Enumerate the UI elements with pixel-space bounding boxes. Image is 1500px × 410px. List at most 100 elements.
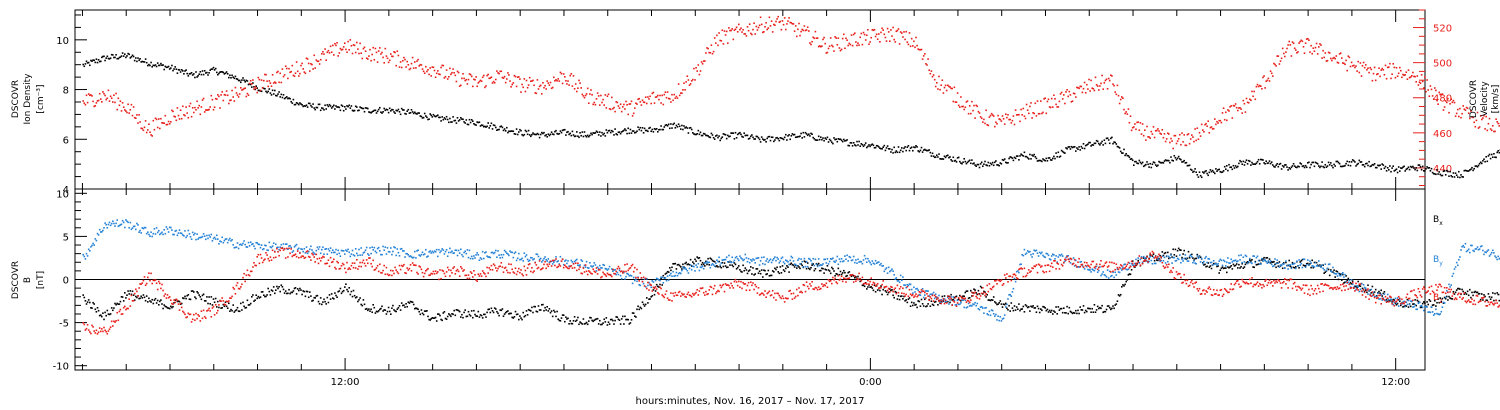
velocity-point	[624, 108, 626, 110]
velocity-point	[1077, 87, 1079, 89]
velocity-point	[676, 97, 679, 99]
density-ylabel-line3: [cm⁻³]	[36, 84, 46, 113]
velocity-point	[1493, 130, 1495, 133]
velocity-point	[462, 73, 464, 75]
velocity-point	[153, 128, 156, 131]
velocity-point	[1156, 129, 1158, 132]
density-point	[856, 140, 858, 143]
velocity-point	[1392, 63, 1394, 65]
velocity-point	[387, 61, 390, 64]
density-point	[332, 105, 334, 108]
density-point	[524, 129, 527, 132]
velocity-point	[232, 96, 234, 98]
density-point	[1094, 142, 1097, 145]
bx-point	[398, 305, 401, 307]
density-point	[766, 137, 768, 140]
density-point	[573, 135, 576, 138]
velocity-point	[918, 48, 921, 51]
density-point	[719, 139, 721, 142]
density-point	[173, 68, 175, 70]
bx-point	[733, 262, 736, 264]
bx-point	[834, 275, 836, 277]
density-point	[1444, 174, 1447, 176]
density-point	[1031, 154, 1033, 156]
velocity-point	[1432, 98, 1435, 100]
density-point	[953, 160, 956, 162]
density-point	[91, 60, 93, 62]
density-point	[826, 136, 829, 139]
velocity-point	[1415, 81, 1417, 83]
by-point	[379, 250, 381, 252]
density-point	[423, 112, 426, 115]
velocity-point	[1378, 67, 1380, 69]
bx-point	[1465, 293, 1468, 295]
by-point	[390, 247, 392, 249]
velocity-point	[210, 94, 213, 97]
density-point	[369, 111, 371, 114]
velocity-point	[531, 80, 533, 82]
velocity-point	[152, 119, 155, 122]
density-point	[115, 54, 117, 56]
by-point	[324, 248, 326, 250]
velocity-point	[244, 87, 246, 89]
velocity-point	[667, 97, 670, 100]
by-point	[97, 234, 100, 236]
density-point	[476, 121, 478, 123]
velocity-point	[827, 47, 830, 50]
density-point	[1104, 142, 1107, 145]
bx-point	[943, 295, 946, 297]
density-point	[1024, 155, 1027, 158]
by-point	[295, 243, 298, 246]
by-point	[496, 256, 498, 258]
velocity-point	[455, 80, 458, 83]
density-point	[992, 164, 995, 167]
bx-point	[825, 269, 828, 271]
bx-point	[1080, 309, 1083, 311]
velocity-point	[909, 45, 912, 48]
bx-point	[349, 293, 352, 296]
bx-point	[829, 272, 832, 275]
density-point	[1417, 164, 1420, 166]
bx-point	[422, 313, 425, 316]
density-point	[1358, 159, 1361, 162]
bx-point	[667, 271, 670, 273]
bx-point	[450, 315, 452, 318]
velocity-point	[1484, 128, 1486, 130]
density-point	[1129, 158, 1132, 160]
by-point	[174, 230, 176, 232]
velocity-point	[195, 109, 197, 111]
bx-point	[788, 271, 790, 273]
bx-point	[1246, 261, 1249, 263]
bx-point	[426, 310, 428, 312]
velocity-point	[150, 134, 152, 136]
bx-point	[255, 294, 257, 296]
density-point	[697, 129, 700, 132]
velocity-point	[1366, 69, 1368, 71]
density-point	[939, 158, 941, 160]
bx-point	[427, 315, 429, 318]
density-point	[716, 134, 718, 137]
velocity-point	[310, 63, 312, 65]
by-point	[451, 250, 453, 252]
density-point	[624, 128, 626, 130]
density-point	[1025, 155, 1028, 158]
bx-point	[811, 264, 813, 266]
bx-point	[1117, 294, 1120, 296]
bx-point	[184, 295, 186, 298]
bx-point	[347, 290, 349, 293]
bx-point	[1232, 263, 1235, 266]
density-point	[1241, 163, 1243, 165]
velocity-point	[448, 76, 450, 78]
by-point	[122, 221, 125, 224]
density-point	[1265, 160, 1267, 162]
velocity-point	[300, 64, 302, 67]
bx-point	[918, 300, 921, 303]
density-point	[910, 146, 913, 149]
bx-point	[926, 305, 928, 307]
bx-point	[337, 290, 339, 293]
velocity-point	[596, 92, 599, 94]
by-point	[155, 227, 158, 229]
velocity-point	[572, 75, 575, 77]
bx-point	[363, 303, 366, 306]
bx-point	[196, 291, 198, 293]
